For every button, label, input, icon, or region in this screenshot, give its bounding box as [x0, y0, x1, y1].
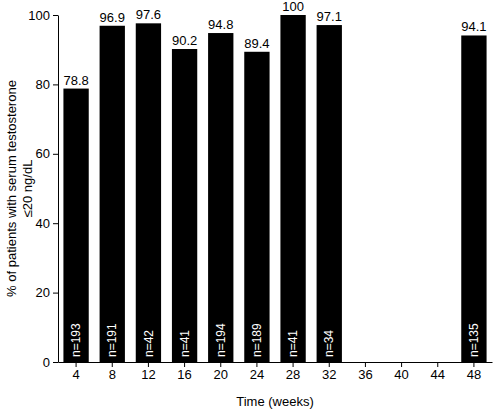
y-tick-mark	[53, 15, 58, 16]
y-tick-mark	[53, 154, 58, 155]
x-tick: 32	[322, 362, 336, 382]
data-label: 94.8	[208, 17, 233, 32]
y-tick-label: 100	[28, 8, 50, 23]
bars	[63, 15, 486, 362]
x-tick: 28	[286, 362, 300, 382]
y-axis-title: % of patients with serum testosterone	[4, 80, 19, 297]
bar	[461, 35, 486, 362]
y-tick-label: 20	[36, 285, 50, 300]
x-tick-label: 20	[214, 367, 228, 382]
y-tick-label: 80	[36, 77, 50, 92]
y-axis-line	[58, 16, 59, 363]
x-tick-label: 44	[431, 367, 445, 382]
x-tick: 8	[109, 362, 116, 382]
x-axis-line	[59, 362, 493, 363]
y-tick: 40	[36, 216, 58, 231]
bar	[317, 25, 342, 362]
data-labels: 78.8 96.9 97.6 90.2 94.8 89.4 100 97.1 94.1	[63, 0, 486, 88]
x-tick-label: 4	[72, 367, 79, 382]
bar	[244, 52, 269, 362]
data-label: 100	[282, 0, 304, 14]
x-tick-label: 16	[177, 367, 191, 382]
plot: 020406080100481216202428323640444878.896…	[28, 0, 492, 382]
x-tick: 16	[177, 362, 191, 382]
n-label: n=189	[250, 323, 264, 357]
x-tick: 44	[431, 362, 445, 382]
x-tick-label: 24	[250, 367, 264, 382]
x-axis-title: Time (weeks)	[236, 394, 314, 409]
x-tick: 36	[358, 362, 372, 382]
data-label: 96.9	[100, 10, 125, 25]
y-tick-mark	[53, 293, 58, 294]
x-tick-label: 32	[322, 367, 336, 382]
bar	[63, 89, 88, 362]
data-label: 90.2	[172, 33, 197, 48]
y-tick-mark	[53, 223, 58, 224]
bar	[280, 15, 305, 362]
x-tick: 40	[394, 362, 408, 382]
data-label: 89.4	[244, 36, 269, 51]
y-tick: 20	[36, 285, 58, 300]
y-tick-mark	[53, 84, 58, 85]
n-labels: n=193 n=191 n=42 n=41 n=194 n=189 n=41 n=34 n=13…	[69, 323, 481, 357]
x-tick-label: 8	[109, 367, 116, 382]
data-label: 97.6	[136, 7, 161, 22]
bar	[208, 33, 233, 362]
y-tick: 100	[28, 8, 58, 23]
y-tick-label: 0	[43, 355, 50, 370]
x-tick: 48	[467, 362, 481, 382]
y-tick: 80	[36, 77, 58, 92]
n-label: n=194	[214, 323, 228, 357]
y-tick-mark	[53, 362, 58, 363]
n-label: n=135	[467, 323, 481, 357]
y-tick-label: 60	[36, 146, 50, 161]
data-label: 97.1	[317, 9, 342, 24]
x-tick: 24	[250, 362, 264, 382]
data-label: 78.8	[63, 73, 88, 88]
n-label: n=191	[105, 323, 119, 357]
bar	[100, 26, 125, 362]
x-tick-label: 12	[141, 367, 155, 382]
n-label: n=193	[69, 323, 83, 357]
n-label: n=34	[322, 330, 336, 357]
y-axis-title: ≤20 ng/dL	[20, 160, 35, 218]
bar	[136, 23, 161, 362]
chart: 020406080100481216202428323640444878.896…	[0, 0, 500, 414]
x-tick: 4	[72, 362, 79, 382]
data-label: 94.1	[461, 19, 486, 34]
y-tick-label: 40	[36, 216, 50, 231]
x-tick: 20	[214, 362, 228, 382]
n-label: n=42	[142, 330, 156, 357]
bar	[172, 49, 197, 362]
x-tick: 12	[141, 362, 155, 382]
x-tick-label: 36	[358, 367, 372, 382]
x-tick-label: 40	[394, 367, 408, 382]
x-tick-label: 48	[467, 367, 481, 382]
n-label: n=41	[178, 330, 192, 357]
x-axis: 4812162024283236404448	[59, 362, 493, 382]
x-tick-label: 28	[286, 367, 300, 382]
y-tick: 60	[36, 146, 58, 161]
n-label: n=41	[286, 330, 300, 357]
y-tick: 0	[43, 355, 58, 370]
